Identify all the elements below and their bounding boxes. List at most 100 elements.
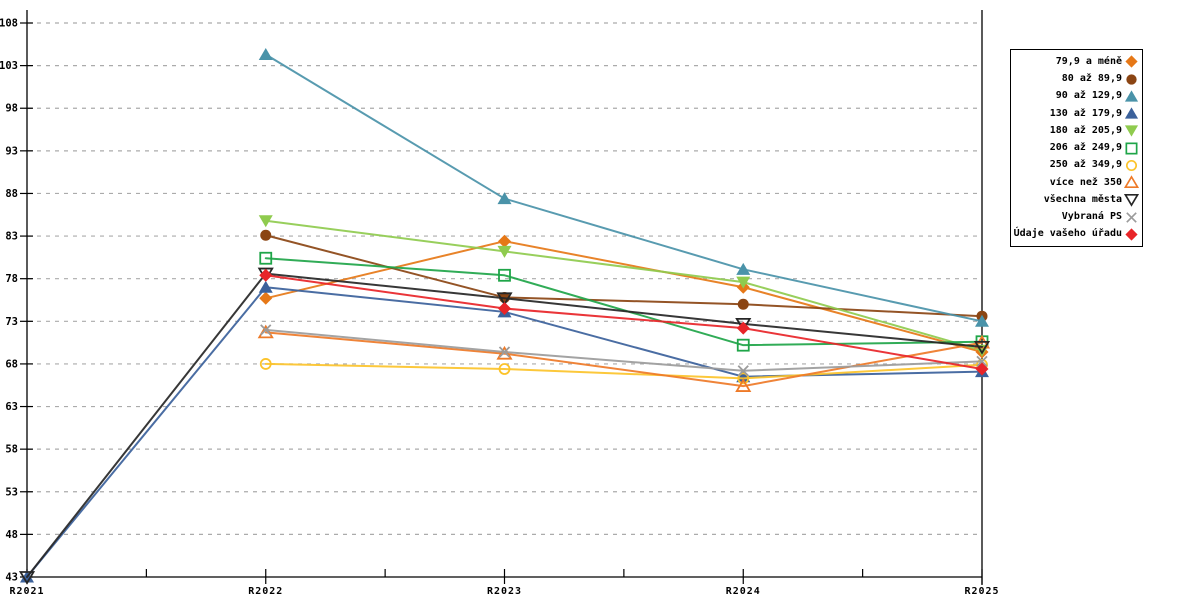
series-line [264,240,983,353]
data-point-marker [737,298,749,310]
series-line [264,328,983,372]
legend-item-label: 130 až 179,9 [1049,107,1122,119]
data-point-marker [258,48,273,61]
legend-item-label: 80 až 89,9 [1061,73,1122,84]
series-line [264,53,983,323]
series-10 [259,268,989,376]
x-tick-label: R2025 [964,586,999,597]
legend-item-label: více než 350 [1049,176,1122,188]
legend-marker-icon-circle-open [1125,159,1138,171]
legend-item-label: Údaje vašeho úřadu [1013,228,1122,240]
data-point-marker [259,291,273,305]
data-point-marker [1124,194,1139,208]
legend-item: všechna města [1013,192,1139,208]
data-point-marker [973,340,991,355]
data-point-marker [498,346,511,358]
series-line [264,331,983,388]
data-point-marker [1124,175,1139,189]
series-9 [260,324,988,377]
legend-marker-icon-triangle-up-open [1124,175,1139,189]
data-point-marker [975,362,989,376]
y-tick-label: 63 [5,401,18,413]
legend-item: Vybraná PS [1013,210,1139,225]
data-point-marker [1126,73,1137,85]
data-point-marker [736,321,750,335]
legend-marker-icon-triangle-down-open [1124,194,1139,208]
data-point-marker [259,358,272,370]
y-tick-label: 103 [0,60,18,72]
y-tick-label: 58 [5,444,18,456]
legend-marker-icon-diamond-filled [1125,55,1138,68]
legend-marker-icon-circle-filled [1126,73,1137,85]
legend-item-label: 90 až 129,9 [1055,90,1122,102]
data-point-marker [260,229,272,241]
y-tick-label: 43 [5,572,18,584]
x-tick-label: R2024 [726,586,761,597]
legend-marker-icon-triangle-down-filled [1124,125,1139,137]
legend-marker-icon-triangle-up-filled [1124,90,1139,102]
legend-item: 90 až 129,9 [1013,89,1139,104]
data-point-marker [498,363,511,375]
legend-item-label: 79,9 a méně [1055,55,1122,67]
data-point-marker [18,571,36,585]
data-point-marker [496,292,513,307]
data-point-marker [259,251,273,265]
data-point-marker [258,280,273,293]
y-tick-label: 48 [5,529,18,541]
series-line [264,219,983,352]
data-point-marker [735,378,752,392]
y-tick-label: 53 [5,486,18,498]
series-1 [260,229,988,322]
legend: 79,9 a méně 80 až 89,9 90 až 129,9 130 až 1… [1010,49,1143,247]
data-point-marker [1125,55,1138,68]
series-line [26,272,983,578]
series-3 [20,280,989,583]
series-line [264,234,983,318]
legend-item-label: 180 až 205,9 [1049,124,1122,136]
data-point-marker [1125,159,1138,171]
legend-item-label: 206 až 249,9 [1049,142,1122,153]
series-line [264,274,983,371]
legend-item-label: všechna města [1043,193,1122,205]
legend-item: 80 až 89,9 [1013,72,1139,87]
data-point-marker [497,245,512,258]
data-point-marker [736,338,750,352]
series-6 [259,358,988,385]
data-point-marker [735,317,752,332]
legend-marker-icon-square-open [1125,142,1138,154]
data-point-marker [258,215,273,228]
data-point-marker [1124,90,1139,102]
data-point-marker [498,302,511,316]
data-point-marker [976,355,988,368]
data-point-marker [1125,142,1138,154]
legend-item: 180 až 205,9 [1013,123,1139,138]
data-point-marker [737,372,750,385]
y-tick-label: 73 [5,316,18,328]
x-tick-label: R2021 [9,586,44,597]
series-line [264,362,983,380]
data-point-marker [260,324,272,336]
y-tick-label: 68 [5,358,18,370]
data-point-marker [498,268,511,282]
y-tick-label: 83 [5,231,18,243]
x-tick-label: R2023 [487,586,522,597]
data-point-marker [1126,211,1137,223]
legend-item: 250 až 349,9 [1013,158,1139,173]
legend-marker-icon-x [1126,211,1137,223]
data-point-marker [737,365,749,377]
legend-item: více než 350 [1013,175,1139,190]
y-tick-label: 93 [5,145,18,157]
legend-item: 79,9 a méně [1013,54,1139,69]
y-tick-label: 108 [0,18,18,30]
legend-marker-icon-triangle-up-filled [1124,107,1139,119]
legend-item: Údaje vašeho úřadu [1013,227,1139,242]
data-point-marker [975,314,989,327]
series-2 [258,48,989,327]
x-tick-label: R2022 [248,586,283,597]
data-point-marker [736,276,751,289]
series-line [26,286,983,578]
gridlines [28,22,982,535]
data-point-marker [259,268,273,282]
